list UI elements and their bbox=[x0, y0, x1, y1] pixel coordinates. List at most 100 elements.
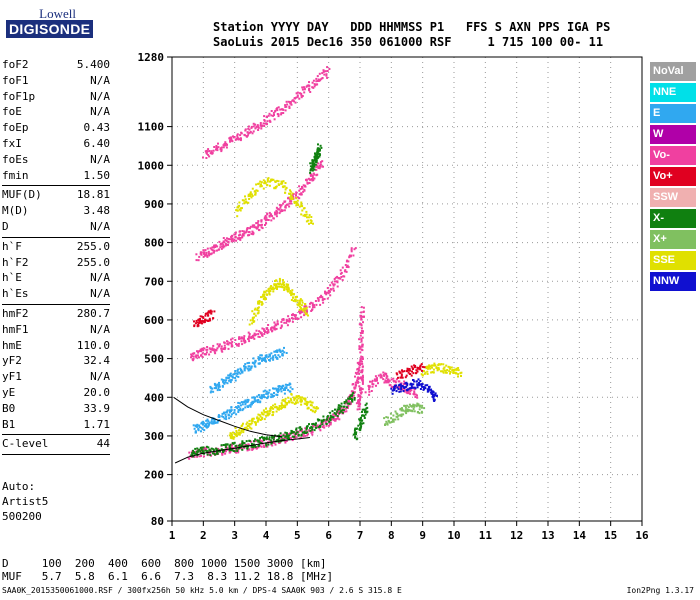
echo-point bbox=[311, 166, 314, 169]
echo-point bbox=[425, 366, 428, 369]
echo-point bbox=[217, 384, 220, 387]
echo-point bbox=[249, 130, 252, 133]
echo-point bbox=[286, 384, 289, 386]
echo-point bbox=[278, 442, 281, 444]
echo-point bbox=[284, 401, 287, 404]
echo-point bbox=[265, 356, 268, 358]
echo-point bbox=[457, 369, 460, 372]
echo-point bbox=[289, 190, 292, 193]
echo-point bbox=[291, 320, 294, 323]
echo-point bbox=[264, 389, 267, 392]
echo-point bbox=[417, 378, 420, 381]
echo-point bbox=[314, 410, 317, 412]
echo-point bbox=[201, 355, 204, 358]
echo-point bbox=[260, 436, 263, 439]
echo-point bbox=[272, 440, 275, 443]
echo-point bbox=[456, 368, 458, 371]
legend-item: X+ bbox=[650, 230, 696, 249]
echo-point bbox=[246, 227, 249, 230]
echo-point bbox=[417, 404, 420, 407]
param-row: foEp 0.43 bbox=[2, 120, 110, 136]
echo-point bbox=[295, 96, 298, 99]
echo-point bbox=[236, 407, 239, 409]
echo-point bbox=[205, 312, 208, 315]
echo-point bbox=[198, 356, 200, 359]
echo-point bbox=[194, 430, 197, 433]
echo-point bbox=[291, 192, 294, 195]
echo-point bbox=[279, 349, 282, 352]
echo-point bbox=[261, 227, 264, 230]
echo-point bbox=[275, 357, 278, 360]
echo-point bbox=[202, 349, 205, 352]
echo-point bbox=[199, 348, 202, 351]
echo-point bbox=[253, 224, 256, 227]
echo-point bbox=[258, 300, 261, 302]
echo-point bbox=[275, 327, 278, 330]
echo-point bbox=[207, 420, 210, 423]
echo-point bbox=[416, 402, 419, 405]
echo-point bbox=[229, 138, 232, 141]
echo-point bbox=[428, 365, 431, 368]
echo-point bbox=[213, 350, 216, 353]
echo-point bbox=[280, 325, 283, 328]
x-tick-label: 6 bbox=[325, 529, 332, 542]
echo-point bbox=[270, 114, 273, 117]
echo-point bbox=[304, 399, 307, 402]
echo-point bbox=[249, 336, 252, 339]
echo-point bbox=[271, 444, 274, 447]
echo-point bbox=[221, 384, 224, 387]
echo-point bbox=[260, 397, 263, 400]
echo-point bbox=[346, 264, 349, 267]
echo-point bbox=[360, 339, 363, 342]
echo-point bbox=[254, 127, 257, 130]
echo-point bbox=[439, 370, 442, 373]
param-value: 33.9 bbox=[83, 401, 111, 415]
echo-point bbox=[265, 360, 267, 363]
echo-point bbox=[243, 335, 246, 338]
echo-point bbox=[320, 296, 323, 298]
echo-point bbox=[238, 337, 240, 340]
echo-point bbox=[295, 197, 298, 200]
echo-point bbox=[251, 194, 254, 197]
echo-point bbox=[260, 303, 263, 306]
echo-point bbox=[315, 407, 318, 410]
echo-point bbox=[202, 249, 205, 252]
echo-point bbox=[219, 242, 222, 245]
echo-point bbox=[445, 364, 448, 367]
echo-point bbox=[245, 440, 248, 443]
echo-point bbox=[248, 361, 251, 364]
echo-point bbox=[209, 350, 212, 353]
echo-point bbox=[454, 368, 457, 371]
echo-point bbox=[298, 92, 301, 95]
echo-point bbox=[233, 233, 236, 236]
echo-point bbox=[351, 400, 354, 403]
echo-point bbox=[277, 106, 280, 109]
echo-point bbox=[419, 368, 422, 371]
echo-point bbox=[199, 315, 202, 318]
echo-point bbox=[328, 424, 330, 427]
echo-point bbox=[405, 388, 408, 391]
echo-point bbox=[333, 419, 336, 422]
echo-point bbox=[418, 383, 420, 386]
echo-point bbox=[362, 321, 364, 324]
echo-point bbox=[348, 255, 351, 258]
echo-point bbox=[274, 109, 277, 112]
echo-point bbox=[222, 451, 225, 454]
echo-point bbox=[379, 376, 382, 379]
echo-point bbox=[306, 431, 309, 434]
param-label: foEp bbox=[2, 121, 29, 135]
echo-point bbox=[419, 388, 422, 390]
echo-point bbox=[222, 146, 225, 149]
echo-point bbox=[353, 429, 356, 432]
echo-point bbox=[312, 172, 315, 175]
echo-point bbox=[353, 248, 356, 251]
param-group-5: C-level 44 bbox=[2, 436, 110, 452]
echo-point bbox=[296, 431, 299, 434]
echo-point bbox=[364, 404, 367, 407]
echo-point bbox=[217, 414, 220, 417]
echo-point bbox=[230, 446, 233, 449]
echo-point bbox=[255, 329, 258, 332]
echo-point bbox=[413, 364, 416, 367]
echo-point bbox=[245, 426, 248, 429]
echo-point bbox=[403, 390, 406, 393]
